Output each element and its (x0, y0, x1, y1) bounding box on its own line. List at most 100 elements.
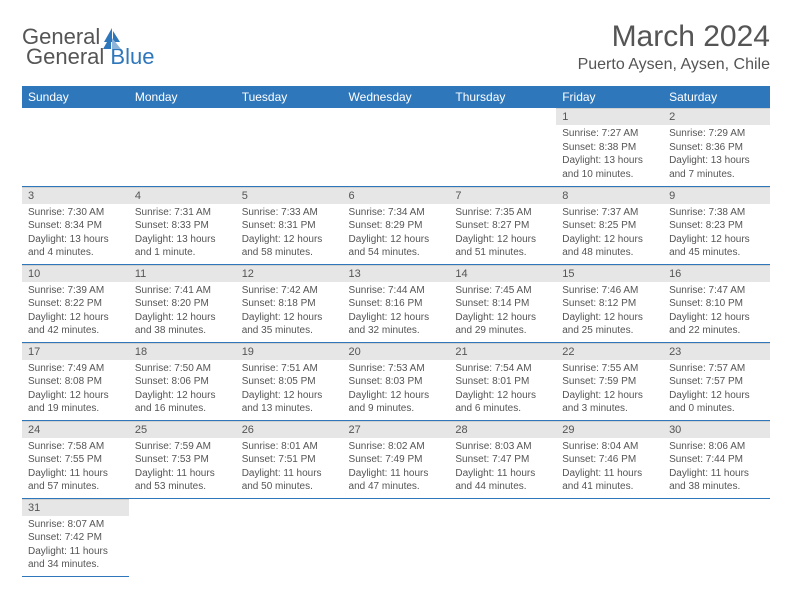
day-body: Sunrise: 7:42 AMSunset: 8:18 PMDaylight:… (236, 282, 343, 342)
day-body: Sunrise: 7:30 AMSunset: 8:34 PMDaylight:… (22, 204, 129, 264)
sunrise-text: Sunrise: 7:34 AM (349, 206, 444, 220)
sunset-text: Sunset: 8:03 PM (349, 375, 444, 389)
location: Puerto Aysen, Aysen, Chile (578, 56, 770, 74)
day-cell (556, 498, 663, 576)
sunset-text: Sunset: 8:01 PM (455, 375, 550, 389)
sunset-text: Sunset: 8:29 PM (349, 219, 444, 233)
day-number: 14 (449, 265, 556, 282)
day-cell: 26Sunrise: 8:01 AMSunset: 7:51 PMDayligh… (236, 420, 343, 498)
day-cell: 19Sunrise: 7:51 AMSunset: 8:05 PMDayligh… (236, 342, 343, 420)
sunrise-text: Sunrise: 7:27 AM (562, 127, 657, 141)
sunrise-text: Sunrise: 8:02 AM (349, 440, 444, 454)
day-number: 24 (22, 421, 129, 438)
day-number: 13 (343, 265, 450, 282)
day-header: Saturday (663, 86, 770, 108)
day-body: Sunrise: 8:07 AMSunset: 7:42 PMDaylight:… (22, 516, 129, 576)
day-header: Monday (129, 86, 236, 108)
day-body: Sunrise: 8:06 AMSunset: 7:44 PMDaylight:… (663, 438, 770, 498)
sunset-text: Sunset: 8:23 PM (669, 219, 764, 233)
daylight-text: Daylight: 12 hours and 45 minutes. (669, 233, 764, 260)
day-number: 30 (663, 421, 770, 438)
daylight-text: Daylight: 11 hours and 50 minutes. (242, 467, 337, 494)
sunset-text: Sunset: 8:10 PM (669, 297, 764, 311)
day-cell: 22Sunrise: 7:55 AMSunset: 7:59 PMDayligh… (556, 342, 663, 420)
daylight-text: Daylight: 11 hours and 41 minutes. (562, 467, 657, 494)
sunset-text: Sunset: 7:51 PM (242, 453, 337, 467)
daylight-text: Daylight: 13 hours and 10 minutes. (562, 154, 657, 181)
day-cell: 6Sunrise: 7:34 AMSunset: 8:29 PMDaylight… (343, 186, 450, 264)
day-number: 28 (449, 421, 556, 438)
sunrise-text: Sunrise: 7:42 AM (242, 284, 337, 298)
day-cell (236, 498, 343, 576)
day-number: 9 (663, 187, 770, 204)
day-number: 1 (556, 108, 663, 125)
day-body: Sunrise: 7:29 AMSunset: 8:36 PMDaylight:… (663, 125, 770, 185)
daylight-text: Daylight: 11 hours and 57 minutes. (28, 467, 123, 494)
sunset-text: Sunset: 8:12 PM (562, 297, 657, 311)
daylight-text: Daylight: 12 hours and 19 minutes. (28, 389, 123, 416)
daylight-text: Daylight: 12 hours and 48 minutes. (562, 233, 657, 260)
day-number: 17 (22, 343, 129, 360)
sunset-text: Sunset: 7:59 PM (562, 375, 657, 389)
sunrise-text: Sunrise: 7:49 AM (28, 362, 123, 376)
daylight-text: Daylight: 12 hours and 32 minutes. (349, 311, 444, 338)
day-cell: 11Sunrise: 7:41 AMSunset: 8:20 PMDayligh… (129, 264, 236, 342)
day-cell: 3Sunrise: 7:30 AMSunset: 8:34 PMDaylight… (22, 186, 129, 264)
daylight-text: Daylight: 12 hours and 22 minutes. (669, 311, 764, 338)
sunrise-text: Sunrise: 7:41 AM (135, 284, 230, 298)
daylight-text: Daylight: 11 hours and 53 minutes. (135, 467, 230, 494)
sail-icon (102, 30, 124, 56)
day-number: 15 (556, 265, 663, 282)
sunrise-text: Sunrise: 7:50 AM (135, 362, 230, 376)
sunrise-text: Sunrise: 7:45 AM (455, 284, 550, 298)
day-body: Sunrise: 7:47 AMSunset: 8:10 PMDaylight:… (663, 282, 770, 342)
daylight-text: Daylight: 12 hours and 3 minutes. (562, 389, 657, 416)
day-cell: 27Sunrise: 8:02 AMSunset: 7:49 PMDayligh… (343, 420, 450, 498)
sunset-text: Sunset: 8:36 PM (669, 141, 764, 155)
day-cell: 10Sunrise: 7:39 AMSunset: 8:22 PMDayligh… (22, 264, 129, 342)
sunrise-text: Sunrise: 7:29 AM (669, 127, 764, 141)
sunrise-text: Sunrise: 8:01 AM (242, 440, 337, 454)
day-number: 20 (343, 343, 450, 360)
day-cell: 9Sunrise: 7:38 AMSunset: 8:23 PMDaylight… (663, 186, 770, 264)
sunset-text: Sunset: 8:14 PM (455, 297, 550, 311)
day-body: Sunrise: 7:46 AMSunset: 8:12 PMDaylight:… (556, 282, 663, 342)
week-row: 3Sunrise: 7:30 AMSunset: 8:34 PMDaylight… (22, 186, 770, 264)
day-header: Friday (556, 86, 663, 108)
week-row: 1 Sunrise: 7:27 AMSunset: 8:38 PMDaylight… (22, 108, 770, 186)
sunset-text: Sunset: 8:20 PM (135, 297, 230, 311)
sunset-text: Sunset: 7:46 PM (562, 453, 657, 467)
day-body: Sunrise: 7:49 AMSunset: 8:08 PMDaylight:… (22, 360, 129, 420)
day-number: 18 (129, 343, 236, 360)
daylight-text: Daylight: 13 hours and 4 minutes. (28, 233, 123, 260)
day-number: 11 (129, 265, 236, 282)
sunrise-text: Sunrise: 7:31 AM (135, 206, 230, 220)
day-cell (22, 108, 129, 186)
day-number: 3 (22, 187, 129, 204)
sunset-text: Sunset: 8:25 PM (562, 219, 657, 233)
day-number: 8 (556, 187, 663, 204)
day-cell: 24Sunrise: 7:58 AMSunset: 7:55 PMDayligh… (22, 420, 129, 498)
day-body: Sunrise: 7:55 AMSunset: 7:59 PMDaylight:… (556, 360, 663, 420)
daylight-text: Daylight: 12 hours and 42 minutes. (28, 311, 123, 338)
day-body: Sunrise: 7:58 AMSunset: 7:55 PMDaylight:… (22, 438, 129, 498)
day-cell (449, 498, 556, 576)
day-body: Sunrise: 8:01 AMSunset: 7:51 PMDaylight:… (236, 438, 343, 498)
day-cell: 14Sunrise: 7:45 AMSunset: 8:14 PMDayligh… (449, 264, 556, 342)
day-body: Sunrise: 7:59 AMSunset: 7:53 PMDaylight:… (129, 438, 236, 498)
sunset-text: Sunset: 8:08 PM (28, 375, 123, 389)
brand-logo-text: General Blue (26, 44, 154, 70)
week-row: 31Sunrise: 8:07 AMSunset: 7:42 PMDayligh… (22, 498, 770, 576)
day-cell (449, 108, 556, 186)
day-number: 16 (663, 265, 770, 282)
sunrise-text: Sunrise: 7:58 AM (28, 440, 123, 454)
sunset-text: Sunset: 7:57 PM (669, 375, 764, 389)
daylight-text: Daylight: 12 hours and 0 minutes. (669, 389, 764, 416)
day-cell: 12Sunrise: 7:42 AMSunset: 8:18 PMDayligh… (236, 264, 343, 342)
day-number: 4 (129, 187, 236, 204)
day-cell: 5Sunrise: 7:33 AMSunset: 8:31 PMDaylight… (236, 186, 343, 264)
day-cell (663, 498, 770, 576)
day-body: Sunrise: 7:51 AMSunset: 8:05 PMDaylight:… (236, 360, 343, 420)
sunset-text: Sunset: 8:38 PM (562, 141, 657, 155)
daylight-text: Daylight: 11 hours and 38 minutes. (669, 467, 764, 494)
